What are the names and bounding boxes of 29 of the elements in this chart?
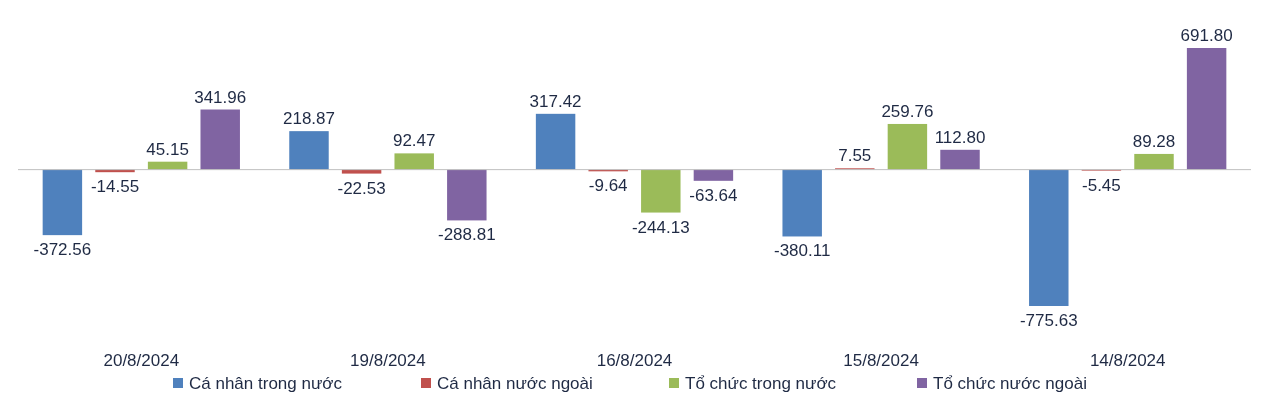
legend-label: Tổ chức trong nước — [685, 374, 837, 393]
data-label: 45.15 — [146, 139, 189, 159]
x-tick-label: 15/8/2024 — [843, 351, 919, 370]
legend-label: Cá nhân trong nước — [189, 374, 343, 393]
legend-label: Tổ chức nước ngoài — [933, 374, 1087, 393]
data-label: -380.11 — [773, 241, 831, 261]
x-tick-label: 20/8/2024 — [103, 351, 180, 370]
x-tick-label: 16/8/2024 — [596, 351, 673, 370]
data-label: -5.45 — [1082, 175, 1121, 195]
data-label: 92.47 — [392, 131, 436, 151]
data-label: -244.13 — [631, 217, 690, 237]
data-label: 89.28 — [1132, 131, 1176, 151]
data-label: -9.64 — [588, 176, 628, 196]
x-tick-label: 14/8/2024 — [1089, 351, 1166, 370]
data-label: -372.56 — [33, 240, 92, 260]
data-label: -288.81 — [437, 225, 496, 245]
data-label: -22.53 — [337, 178, 386, 198]
data-label: -775.63 — [1019, 311, 1078, 330]
data-label: 112.80 — [934, 127, 986, 147]
data-label: 317.42 — [529, 91, 582, 111]
data-label: 341.96 — [194, 87, 247, 107]
data-label: -14.55 — [90, 177, 140, 197]
data-label: -63.64 — [689, 185, 738, 205]
legend-label: Cá nhân nước ngoài — [437, 374, 593, 393]
data-label: 691.80 — [1180, 26, 1233, 45]
data-label: 7.55 — [838, 146, 872, 166]
data-label: 259.76 — [881, 101, 934, 121]
x-tick-label: 19/8/2024 — [350, 351, 426, 370]
data-label: 218.87 — [282, 109, 335, 129]
